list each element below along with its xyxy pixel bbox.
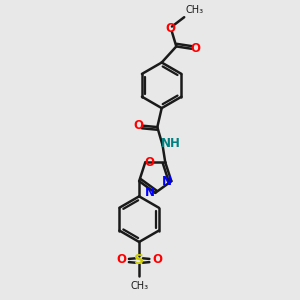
Text: N: N (161, 175, 171, 188)
Text: NH: NH (161, 137, 181, 150)
Text: CH₃: CH₃ (130, 281, 148, 291)
Text: S: S (134, 253, 144, 267)
Text: O: O (152, 253, 162, 266)
Text: O: O (166, 22, 176, 35)
Text: O: O (190, 42, 200, 55)
Text: N: N (145, 186, 155, 200)
Text: O: O (134, 119, 144, 132)
Text: O: O (145, 156, 155, 169)
Text: CH₃: CH₃ (186, 5, 204, 15)
Text: O: O (116, 253, 126, 266)
